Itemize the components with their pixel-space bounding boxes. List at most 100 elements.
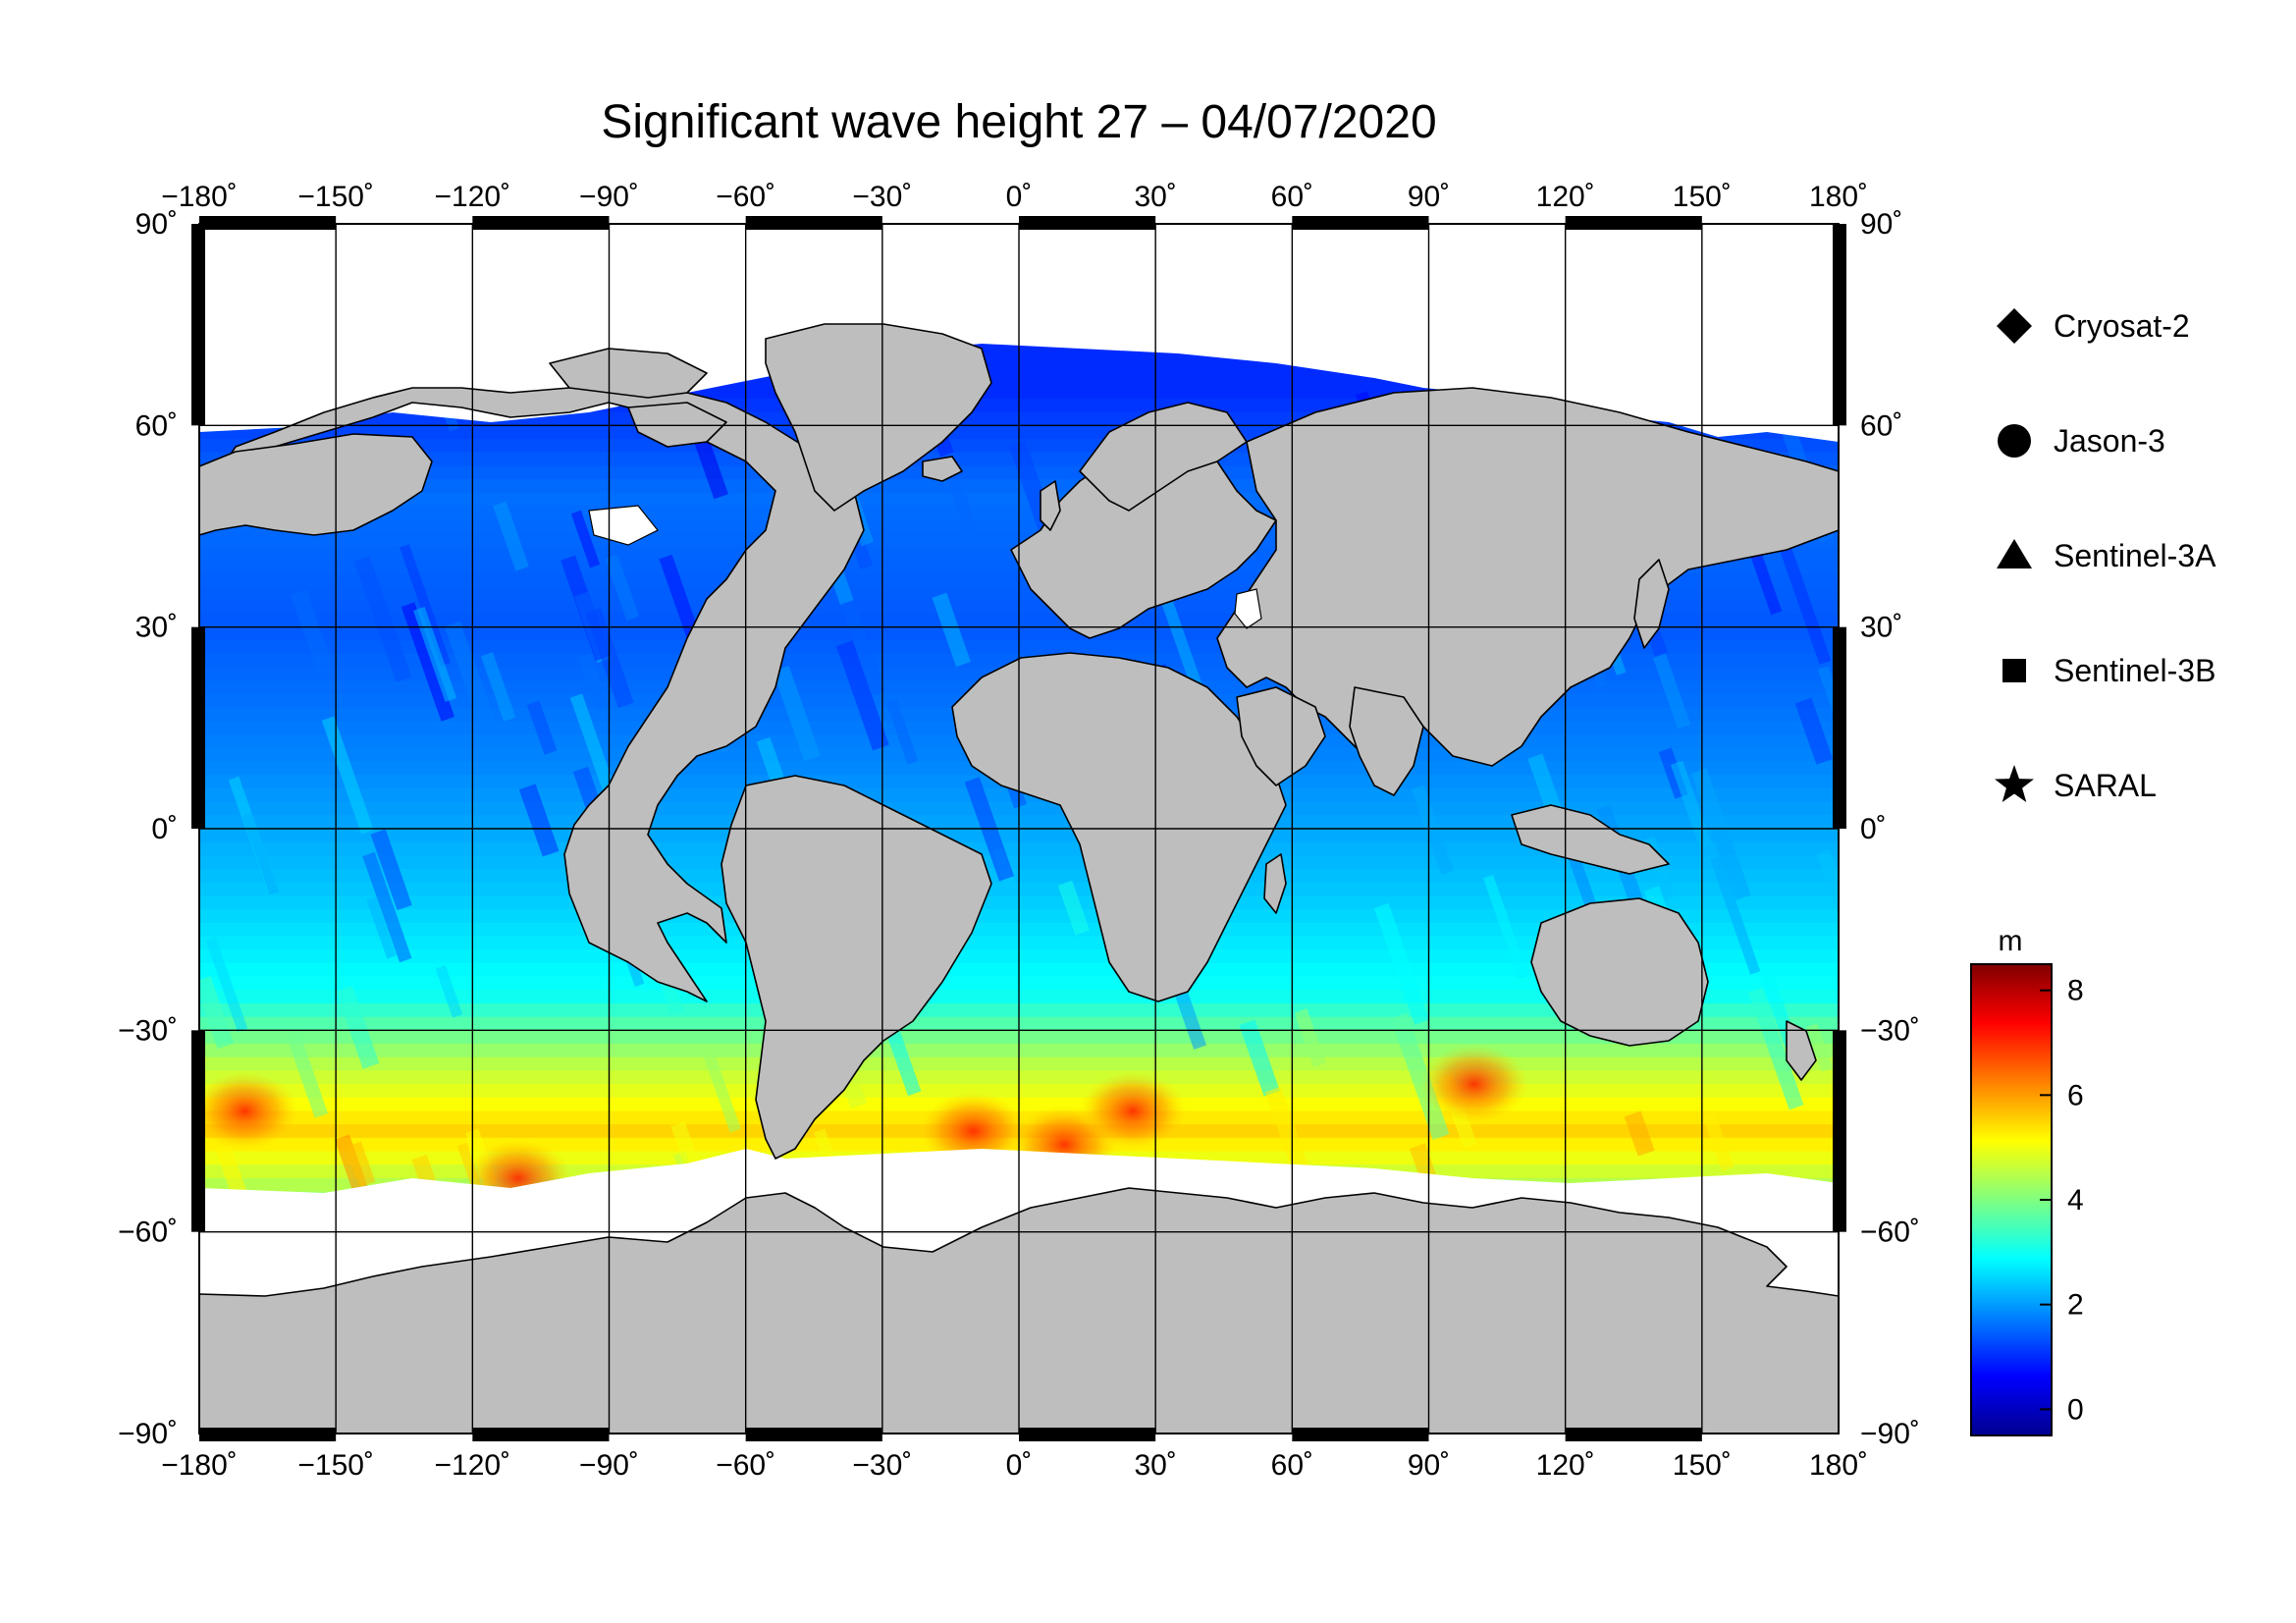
frame-segment-bottom xyxy=(1565,1428,1702,1441)
colorbar-tick-label: 6 xyxy=(2067,1079,2084,1111)
map-title: Significant wave height 27 – 04/07/2020 xyxy=(601,96,1436,148)
lon-tick-label-bottom: −120˚ xyxy=(435,1449,511,1482)
legend-label: SARAL xyxy=(2054,768,2157,803)
legend-label: Jason-3 xyxy=(2054,423,2165,459)
lat-tick-label-right: 30˚ xyxy=(1860,612,1902,644)
legend-item-sentinel-3a: Sentinel-3A xyxy=(1997,538,2216,573)
frame-segment-top xyxy=(745,216,882,230)
circle-icon xyxy=(1998,424,2031,458)
frame-segment-top xyxy=(199,216,337,230)
lon-tick-label-bottom: 120˚ xyxy=(1536,1449,1595,1482)
lat-tick-label-left: −60˚ xyxy=(118,1217,178,1249)
land-canadian-archipelago xyxy=(549,348,708,399)
lon-tick-label-top: 60˚ xyxy=(1271,181,1313,213)
lon-tick-label-top: 180˚ xyxy=(1809,181,1868,213)
frame-segment-left xyxy=(191,224,205,426)
lon-tick-label-bottom: 150˚ xyxy=(1673,1449,1732,1482)
frame-segment-top xyxy=(1565,216,1702,230)
lon-tick-label-bottom: 30˚ xyxy=(1134,1449,1176,1482)
legend-label: Sentinel-3A xyxy=(2054,538,2216,573)
lon-tick-label-bottom: −150˚ xyxy=(297,1449,374,1482)
land-africa xyxy=(951,652,1287,1002)
lon-tick-label-top: 90˚ xyxy=(1408,181,1450,213)
lon-tick-label-top: 30˚ xyxy=(1134,181,1176,213)
map-area xyxy=(199,224,1839,1434)
axis-tick-labels: −180˚ −180˚ −150˚ −150˚ −120˚ −120˚ −90˚ −90˚ −6… xyxy=(118,181,1920,1482)
lon-tick-label-top: 0˚ xyxy=(1006,181,1033,213)
frame-segment-top xyxy=(1019,216,1156,230)
legend-label: Cryosat-2 xyxy=(2054,308,2190,344)
lat-tick-label-left: 0˚ xyxy=(151,813,178,845)
inland-waters xyxy=(588,505,1262,629)
frame-segment-right xyxy=(1833,224,1846,426)
legend-item-saral: SARAL xyxy=(1995,765,2157,803)
lon-tick-label-top: −150˚ xyxy=(297,181,374,213)
legend-item-jason-3: Jason-3 xyxy=(1998,423,2165,459)
lon-tick-label-bottom: 0˚ xyxy=(1006,1449,1033,1482)
legend-item-sentinel-3b: Sentinel-3B xyxy=(2002,653,2216,688)
colorbar: m 0 2 4 6 8 xyxy=(1970,925,2084,1436)
lat-tick-label-left: −30˚ xyxy=(118,1014,178,1047)
lon-tick-label-top: 150˚ xyxy=(1673,181,1732,213)
land-greenland xyxy=(765,323,992,512)
lon-tick-label-bottom: 180˚ xyxy=(1809,1449,1868,1482)
legend-label: Sentinel-3B xyxy=(2054,653,2216,688)
frame-segment-bottom xyxy=(1019,1428,1156,1441)
hotspot-3 xyxy=(1419,1045,1528,1124)
hotspot-2 xyxy=(1078,1071,1187,1151)
land-arabia xyxy=(1236,686,1326,786)
lon-tick-label-bottom: −60˚ xyxy=(716,1449,775,1482)
lat-tick-label-left: 30˚ xyxy=(135,612,178,644)
lat-tick-label-left: −90˚ xyxy=(118,1418,178,1450)
frame-segment-right xyxy=(1833,1030,1846,1232)
star-icon xyxy=(1995,765,2034,802)
lat-tick-label-right: −60˚ xyxy=(1860,1217,1920,1249)
lon-tick-label-top: −180˚ xyxy=(161,181,238,213)
frame-segment-right xyxy=(1833,626,1846,829)
frame-segment-top xyxy=(1292,216,1429,230)
land-indonesia xyxy=(1511,804,1670,875)
lat-tick-label-right: −90˚ xyxy=(1860,1418,1920,1450)
colorbar-ticks: 0 2 4 6 8 xyxy=(2040,975,2084,1426)
frame-segment-bottom xyxy=(745,1428,882,1441)
lon-tick-label-bottom: 60˚ xyxy=(1271,1449,1313,1482)
lon-tick-label-top: −120˚ xyxy=(435,181,511,213)
lon-tick-label-bottom: −30˚ xyxy=(852,1449,912,1482)
land-scandinavia xyxy=(1079,402,1248,512)
land-japan xyxy=(1633,559,1670,649)
lon-tick-label-bottom: 90˚ xyxy=(1408,1449,1450,1482)
frame-segment-left xyxy=(191,1030,205,1232)
land-asia xyxy=(1216,387,1839,767)
legend-item-cryosat-2: Cryosat-2 xyxy=(1997,308,2190,344)
square-icon xyxy=(2002,659,2026,682)
lon-tick-label-bottom: −180˚ xyxy=(161,1449,238,1482)
colorbar-tick-label: 0 xyxy=(2067,1393,2084,1426)
lat-tick-label-right: 0˚ xyxy=(1860,813,1887,845)
lon-tick-label-top: 120˚ xyxy=(1536,181,1595,213)
hotspot-5 xyxy=(199,1071,299,1151)
frame-segment-bottom xyxy=(199,1428,337,1441)
land-alaska xyxy=(199,433,433,536)
lat-tick-label-left: 90˚ xyxy=(135,208,178,241)
land-south-america xyxy=(721,775,992,1160)
graticule xyxy=(199,224,1839,1434)
lon-tick-label-top: −90˚ xyxy=(579,181,639,213)
frame-segment-left xyxy=(191,626,205,829)
lat-tick-label-right: −30˚ xyxy=(1860,1014,1920,1047)
land-new-zealand xyxy=(1786,1020,1817,1081)
colorbar-tick-label: 4 xyxy=(2067,1184,2084,1217)
diamond-icon xyxy=(1997,308,2032,344)
lon-tick-label-top: −30˚ xyxy=(852,181,912,213)
satellite-legend: Cryosat-2 Jason-3 Sentinel-3A Sentinel-3B SA… xyxy=(1995,308,2216,803)
frame-segment-bottom xyxy=(472,1428,610,1441)
colorbar-scale xyxy=(1970,963,2053,1436)
colorbar-unit: m xyxy=(1999,925,2023,957)
lat-tick-label-right: 90˚ xyxy=(1860,208,1902,241)
triangle-icon xyxy=(1997,539,2032,568)
frame-segment-top xyxy=(472,216,610,230)
lon-tick-label-top: −60˚ xyxy=(716,181,775,213)
frame-segment-bottom xyxy=(1292,1428,1429,1441)
lon-tick-label-bottom: −90˚ xyxy=(579,1449,639,1482)
